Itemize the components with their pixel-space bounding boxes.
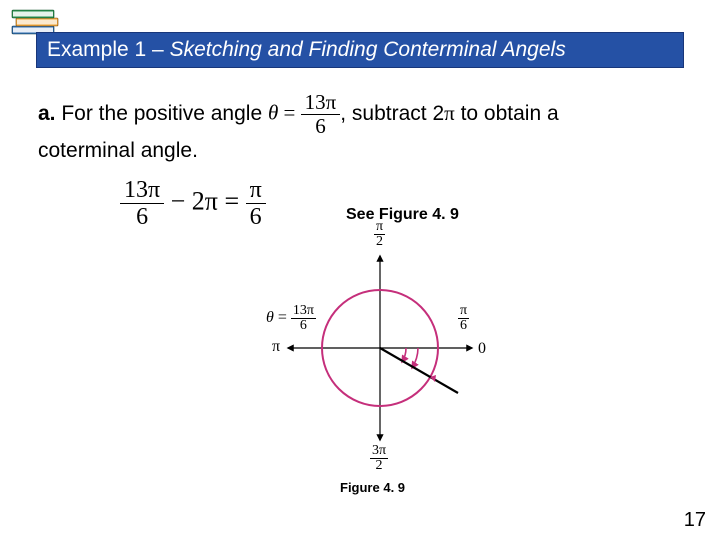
- body-after1: , subtract 2: [340, 102, 444, 125]
- fig-theta-den: 6: [291, 319, 316, 333]
- theta-num: 13π: [301, 92, 341, 115]
- fig-top-den: 2: [374, 235, 385, 249]
- eq-minus: − 2: [164, 186, 205, 215]
- eq-rhs-num: π: [246, 178, 266, 204]
- figure-4-9: π2 3π2 π 0 θ = 13π6 π6: [270, 248, 490, 458]
- fig-right-label: 0: [478, 340, 486, 358]
- fig-small-den: 6: [458, 319, 469, 333]
- example-title-text: Example 1 – Sketching and Finding Conter…: [47, 38, 566, 62]
- body-line2: coterminal angle.: [38, 139, 198, 162]
- see-figure-text: See Figure 4. 9: [346, 206, 459, 224]
- fig-bot-den: 2: [370, 459, 388, 473]
- eq-pi: π: [205, 186, 218, 215]
- fig-bot-num: 3π: [370, 444, 388, 459]
- fig-left-label: π: [272, 338, 280, 356]
- example-title-bar: Example 1 – Sketching and Finding Conter…: [36, 32, 684, 68]
- eq-eq: =: [218, 186, 246, 215]
- equation-block: 13π 6 − 2π = π 6: [120, 178, 266, 229]
- title-italic: Sketching and Finding Conterminal Angels: [170, 38, 566, 61]
- item-label: a.: [38, 102, 56, 125]
- fig-theta-num: 13π: [291, 304, 316, 319]
- figure-caption: Figure 4. 9: [340, 480, 405, 495]
- title-prefix: Example 1 –: [47, 38, 170, 61]
- theta-den: 6: [301, 115, 341, 137]
- theta-eq-inline: θ = 13π 6: [268, 92, 340, 137]
- pi-glyph: π: [444, 101, 455, 125]
- eq-rhs-den: 6: [246, 204, 266, 229]
- page-number: 17: [684, 509, 706, 532]
- body-after2: to obtain a: [455, 102, 559, 125]
- eq-lhs-num: 13π: [120, 178, 164, 204]
- fig-small-num: π: [458, 304, 469, 319]
- eq-lhs-den: 6: [120, 204, 164, 229]
- fig-top-num: π: [374, 220, 385, 235]
- body-before: For the positive angle: [56, 102, 268, 125]
- body-paragraph: a. For the positive angle θ = 13π 6 , su…: [38, 92, 688, 165]
